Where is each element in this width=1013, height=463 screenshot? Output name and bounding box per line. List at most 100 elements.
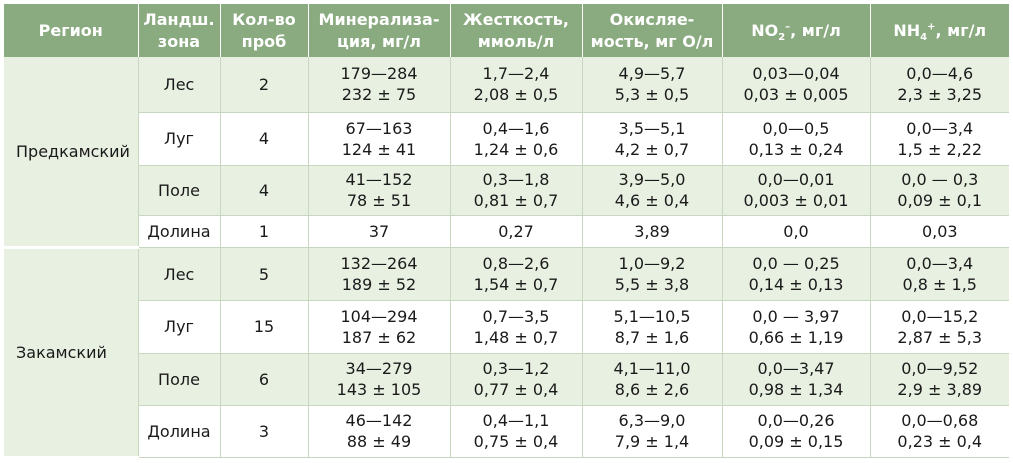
mineralization-cell: 132—264 189 ± 52	[308, 247, 451, 302]
samples-cell: 15	[220, 300, 309, 354]
hardness-cell: 0,27	[450, 215, 583, 249]
cell-line: 0,8 ± 1,5	[902, 275, 977, 295]
cell-line: 0,003 ± 0,01	[743, 191, 849, 211]
cell-line: 5,1—10,5	[613, 306, 691, 326]
cell-line: 187 ± 62	[341, 327, 417, 347]
table-row: Поле 6 34—279 143 ± 105 0,3—1,2 0,77 ± 0,4 4,1…	[4, 353, 1009, 406]
cell-line: 0,0—3,4	[906, 254, 974, 274]
cell-line: 0,77 ± 0,4	[473, 380, 559, 400]
zone-cell: Долина	[138, 405, 221, 459]
no2-cell: 0,0—0,26 0,09 ± 0,15	[722, 405, 871, 459]
cell-line: 0,09 ± 0,15	[748, 432, 844, 452]
cell-line: 0,0—0,68	[901, 411, 979, 431]
cell-line: 0,8—2,6	[482, 254, 550, 274]
hardness-cell: 0,3—1,2 0,77 ± 0,4	[450, 353, 583, 406]
header-row: Регион Ландш. зона Кол-во проб Минерализа-…	[4, 4, 1009, 57]
table-row: Долина 3 46—142 88 ± 49 0,4—1,1 0,75 ± 0,4 6,3…	[4, 405, 1009, 459]
cell-line: 1,24 ± 0,6	[473, 139, 559, 159]
cell-line: 0,0 — 3,97	[752, 306, 840, 326]
cell-line: 0,14 ± 0,13	[748, 275, 844, 295]
zone-cell: Долина	[138, 215, 221, 249]
cell-line: 3,5—5,1	[618, 118, 686, 138]
no2-cell: 0,0—3,47 0,98 ± 1,34	[722, 353, 871, 406]
no2-cell: 0,0	[722, 215, 871, 249]
cell-line: 0,0 — 0,25	[752, 254, 840, 274]
mineralization-cell: 179—284 232 ± 75	[308, 57, 451, 113]
cell-line: 0,4—1,1	[482, 411, 550, 431]
hardness-cell: 0,8—2,6 1,54 ± 0,7	[450, 247, 583, 302]
cell-line: 78 ± 51	[346, 191, 412, 211]
oxidizability-cell: 5,1—10,5 8,7 ± 1,6	[582, 300, 723, 354]
no2-cell: 0,0 — 0,25 0,14 ± 0,13	[722, 247, 871, 302]
cell-line: 124 ± 41	[341, 139, 417, 159]
samples-cell: 1	[220, 215, 309, 249]
samples-cell: 2	[220, 57, 309, 113]
cell-line: 0,98 ± 1,34	[748, 380, 844, 400]
zone-cell: Лес	[138, 247, 221, 302]
cell-line: 1,54 ± 0,7	[473, 275, 559, 295]
header-nh4: NH4+, мг/л	[870, 4, 1009, 57]
nh4-cell: 0,0 — 0,3 0,09 ± 0,1	[870, 165, 1009, 217]
table-row: Луг 15 104—294 187 ± 62 0,7—3,5 1,48 ± 0,7 5,1…	[4, 300, 1009, 354]
cell-line: 0,0 — 0,3	[901, 170, 979, 190]
cell-line: 4,6 ± 0,4	[614, 191, 690, 211]
zone-cell: Луг	[138, 300, 221, 354]
cell-line: 0,03—0,04	[752, 64, 840, 84]
cell-line: 0,75 ± 0,4	[473, 432, 559, 452]
oxidizability-cell: 3,89	[582, 215, 723, 249]
cell-line: 179—284	[340, 64, 418, 84]
cell-line: 0,03 ± 0,005	[743, 85, 849, 105]
cell-line: 0,4—1,6	[482, 118, 550, 138]
hardness-cell: 0,3—1,8 0,81 ± 0,7	[450, 165, 583, 217]
samples-cell: 3	[220, 405, 309, 459]
nh4-cell: 0,03	[870, 215, 1009, 249]
oxidizability-cell: 6,3—9,0 7,9 ± 1,4	[582, 405, 723, 459]
cell-line: 0,27	[498, 222, 534, 242]
cell-line: 0,0—0,5	[762, 118, 830, 138]
cell-line: 1,5 ± 2,22	[897, 139, 983, 159]
cell-line: 37	[368, 222, 390, 242]
header-oxidizability: Окисляе-мость, мг О/л	[582, 4, 723, 57]
hardness-cell: 0,7—3,5 1,48 ± 0,7	[450, 300, 583, 354]
nh4-cell: 0,0—3,4 0,8 ± 1,5	[870, 247, 1009, 302]
cell-line: 2,9 ± 3,89	[897, 380, 983, 400]
cell-line: 0,0—3,47	[757, 359, 835, 379]
table-row: Долина 1 37 0,27 3,89 0,0 0,03	[4, 215, 1009, 249]
samples-cell: 6	[220, 353, 309, 406]
header-mineralization: Минерализа-ция, мг/л	[308, 4, 451, 57]
oxidizability-cell: 3,5—5,1 4,2 ± 0,7	[582, 112, 723, 166]
oxidizability-cell: 4,1—11,0 8,6 ± 2,6	[582, 353, 723, 406]
water-quality-table: Регион Ландш. зона Кол-во проб Минерализа-…	[4, 4, 1009, 459]
cell-line: 88 ± 49	[346, 432, 412, 452]
header-no2: NO2–, мг/л	[722, 4, 871, 57]
cell-line: 5,5 ± 3,8	[614, 275, 690, 295]
cell-line: 2,08 ± 0,5	[473, 85, 559, 105]
zone-cell: Поле	[138, 353, 221, 406]
cell-line: 1,7—2,4	[482, 64, 550, 84]
no2-cell: 0,0 — 3,97 0,66 ± 1,19	[722, 300, 871, 354]
cell-line: 5,3 ± 0,5	[614, 85, 690, 105]
table-row: Луг 4 67—163 124 ± 41 0,4—1,6 1,24 ± 0,6 3,5—5…	[4, 112, 1009, 166]
table-row: Предкамский Лес 2 179—284 232 ± 75 1,7—2,4 2,0…	[4, 57, 1009, 250]
cell-line: 0,0—3,4	[906, 118, 974, 138]
cell-line: 3,89	[634, 222, 670, 242]
no2-cell: 0,0—0,5 0,13 ± 0,24	[722, 112, 871, 166]
cell-line: 7,9 ± 1,4	[614, 432, 690, 452]
cell-line: 6,3—9,0	[618, 411, 686, 431]
cell-line: 46—142	[345, 411, 413, 431]
no2-cell: 0,03—0,04 0,03 ± 0,005	[722, 57, 871, 113]
header-zone: Ландш. зона	[138, 4, 221, 57]
cell-line: 0,3—1,8	[482, 170, 550, 190]
mineralization-cell: 67—163 124 ± 41	[308, 112, 451, 166]
cell-line: 189 ± 52	[341, 275, 417, 295]
cell-line: 0,23 ± 0,4	[897, 432, 983, 452]
cell-line: 2,87 ± 5,3	[897, 327, 983, 347]
cell-line: 0,03	[921, 222, 958, 242]
cell-line: 104—294	[340, 306, 418, 326]
nh4-cell: 0,0—4,6 2,3 ± 3,25	[870, 57, 1009, 113]
cell-line: 232 ± 75	[341, 85, 417, 105]
oxidizability-cell: 3,9—5,0 4,6 ± 0,4	[582, 165, 723, 217]
nh4-cell: 0,0—3,4 1,5 ± 2,22	[870, 112, 1009, 166]
cell-line: 0,0—0,26	[757, 411, 835, 431]
oxidizability-cell: 1,0—9,2 5,5 ± 3,8	[582, 247, 723, 302]
